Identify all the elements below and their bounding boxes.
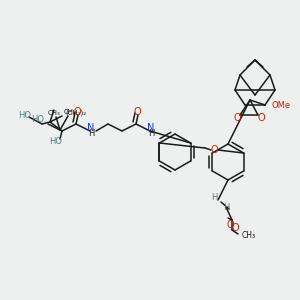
Text: (CH₃)₂: (CH₃)₂ <box>65 110 86 116</box>
Text: H: H <box>211 194 217 202</box>
Text: H: H <box>148 130 154 139</box>
Text: HO: HO <box>18 112 31 121</box>
Text: HO: HO <box>50 137 62 146</box>
Text: N: N <box>147 123 155 133</box>
Text: CH₃: CH₃ <box>48 110 60 116</box>
Text: O: O <box>257 113 265 123</box>
Text: O: O <box>233 113 241 123</box>
Text: O: O <box>231 223 239 233</box>
Text: CH₃: CH₃ <box>242 232 256 241</box>
Text: CH₃: CH₃ <box>64 109 76 115</box>
Text: HO: HO <box>32 116 44 124</box>
Text: OMe: OMe <box>272 100 291 109</box>
Text: O: O <box>133 107 141 117</box>
Text: O: O <box>210 145 218 155</box>
Text: N: N <box>87 123 95 133</box>
Text: O: O <box>226 220 234 230</box>
Text: H: H <box>223 202 229 211</box>
Text: H: H <box>88 130 94 139</box>
Text: O: O <box>73 107 81 117</box>
